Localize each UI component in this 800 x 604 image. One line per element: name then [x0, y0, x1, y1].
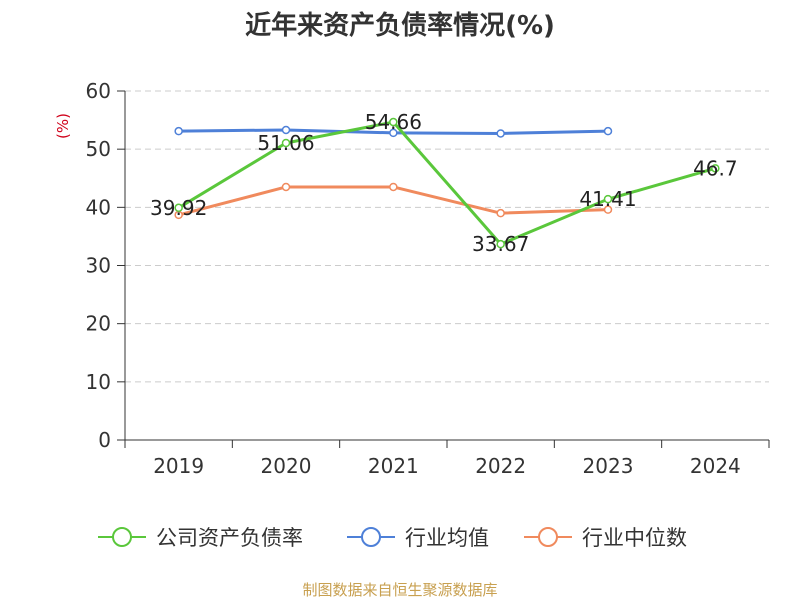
- data-point: [603, 194, 613, 204]
- series-line: [177, 120, 717, 246]
- y-tick-label: 30: [86, 254, 111, 278]
- x-tick-label: 2023: [583, 454, 634, 478]
- legend-marker: [112, 527, 132, 547]
- legend-label: 公司资产负债率: [156, 526, 303, 550]
- y-tick-label: 60: [86, 79, 111, 103]
- y-tick-label: 10: [86, 370, 111, 394]
- x-tick-label: 2021: [368, 454, 419, 478]
- data-label: 41.41: [579, 187, 636, 211]
- x-tick-label: 2019: [153, 454, 204, 478]
- legend: 公司资产负债率 行业均值 行业中位数: [98, 526, 687, 550]
- legend-label: 行业中位数: [582, 526, 687, 550]
- y-tick-label: 0: [98, 428, 111, 452]
- data-point: [281, 138, 291, 148]
- legend-label: 行业均值: [405, 526, 489, 550]
- data-label: 46.7: [693, 156, 738, 180]
- data-point: [389, 128, 398, 138]
- data-point: [389, 117, 398, 127]
- data-point: [281, 125, 291, 135]
- data-point: [603, 205, 613, 214]
- series-lines: [174, 117, 720, 249]
- data-point: [496, 239, 505, 249]
- data-point: [174, 126, 183, 136]
- data-point: [496, 208, 505, 218]
- data-label: 39.92: [150, 196, 207, 220]
- data-labels: 39.92 51.06 54.66 33.67 41.41 46.7: [150, 110, 738, 256]
- legend-marker: [361, 527, 381, 547]
- y-tick-label: 40: [86, 195, 111, 219]
- data-label: 54.66: [365, 110, 422, 134]
- y-tick-label: 20: [86, 312, 111, 336]
- x-tick-label: 2024: [690, 454, 741, 478]
- source-note: 制图数据来自恒生聚源数据库: [302, 581, 497, 599]
- data-point: [174, 203, 183, 213]
- data-label: 51.06: [257, 131, 314, 155]
- data-point: [281, 182, 291, 192]
- axes: 0 10 20 30 40 50 60 2019 2020 2021 2022 2023 2024: [86, 79, 770, 478]
- x-tick-label: 2022: [475, 454, 526, 478]
- legend-marker: [538, 527, 558, 547]
- data-point: [603, 126, 613, 136]
- x-tick-label: 2020: [261, 454, 312, 478]
- grid-lines: [125, 90, 769, 383]
- data-point: [389, 182, 398, 192]
- data-point: [496, 129, 505, 138]
- y-tick-label: 50: [86, 137, 111, 161]
- y-axis-label: (%): [54, 113, 72, 139]
- data-label: 33.67: [472, 232, 529, 256]
- chart-title: 近年来资产负债率情况(%): [245, 10, 555, 41]
- data-point: [711, 164, 720, 173]
